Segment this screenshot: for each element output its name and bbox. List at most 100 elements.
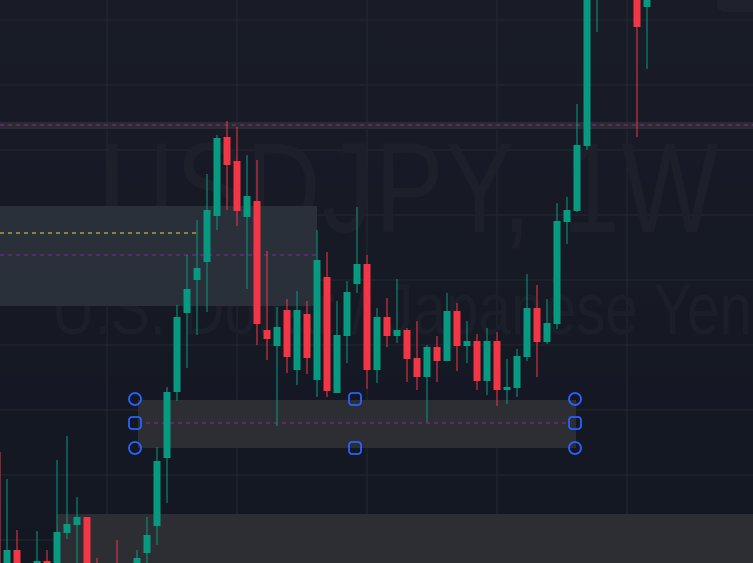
candle-body xyxy=(423,347,431,377)
candle-body xyxy=(153,461,161,526)
candle-body xyxy=(343,292,351,336)
candle xyxy=(283,299,291,373)
candle-body xyxy=(433,347,441,361)
candle-body xyxy=(73,517,81,525)
bottom-zone[interactable] xyxy=(57,514,753,563)
candle xyxy=(293,291,301,385)
candle xyxy=(473,334,481,390)
candle-body xyxy=(3,550,11,563)
candle xyxy=(163,387,171,503)
candle-body xyxy=(453,311,461,346)
candle-body xyxy=(543,323,551,342)
candle xyxy=(463,321,471,363)
candle xyxy=(573,104,581,212)
candle-body xyxy=(293,310,301,370)
resize-handle-edge[interactable] xyxy=(348,441,362,455)
candle-body xyxy=(233,161,241,211)
candle xyxy=(363,255,371,389)
resize-handle-edge[interactable] xyxy=(128,416,142,430)
candle xyxy=(523,274,531,361)
candle xyxy=(553,203,561,329)
candle xyxy=(83,517,91,563)
candles xyxy=(0,0,651,563)
candle-body xyxy=(513,356,521,388)
candle xyxy=(563,197,571,244)
candle xyxy=(73,497,81,563)
candle xyxy=(333,301,341,393)
candle-body xyxy=(503,387,511,390)
candle xyxy=(503,359,511,404)
candle-body xyxy=(443,311,451,361)
zone-handles[interactable] xyxy=(128,392,582,455)
candle xyxy=(193,220,201,335)
candle xyxy=(353,207,361,293)
candle-body xyxy=(463,341,471,346)
candle xyxy=(443,293,451,361)
candle xyxy=(203,174,211,312)
candle xyxy=(223,121,231,210)
candle xyxy=(153,447,161,545)
resize-handle-corner[interactable] xyxy=(568,441,582,455)
zones[interactable] xyxy=(0,122,753,563)
candle xyxy=(483,328,491,395)
resize-handle-corner[interactable] xyxy=(128,441,142,455)
candle-body xyxy=(63,524,71,533)
candle xyxy=(393,279,401,343)
candle xyxy=(543,299,551,344)
candle xyxy=(53,460,61,563)
resize-handle-corner[interactable] xyxy=(128,392,142,406)
candle xyxy=(33,531,41,563)
candle xyxy=(13,530,21,563)
candle-body xyxy=(163,392,171,458)
candle xyxy=(323,252,331,397)
candle xyxy=(513,349,521,397)
candle-body xyxy=(83,517,91,563)
candle-body xyxy=(533,308,541,342)
candle xyxy=(423,345,431,422)
candle-body xyxy=(53,532,61,563)
candle xyxy=(433,336,441,382)
candle xyxy=(263,251,271,360)
candle xyxy=(143,517,151,563)
candle-body xyxy=(223,137,231,165)
candle xyxy=(583,0,591,150)
candle-body xyxy=(323,277,331,391)
candle xyxy=(633,0,641,137)
candle-body xyxy=(183,289,191,313)
candle-body xyxy=(483,341,491,381)
candle xyxy=(413,321,421,390)
selected-zone[interactable] xyxy=(138,400,576,448)
candle xyxy=(63,436,71,539)
candle xyxy=(373,308,381,383)
candle-body xyxy=(643,0,651,7)
candle xyxy=(533,285,541,377)
candle-body xyxy=(573,145,581,211)
candle-body xyxy=(13,550,21,563)
candle-body xyxy=(583,0,591,146)
candle-body xyxy=(203,210,211,262)
candle-body xyxy=(523,308,531,357)
candle-body xyxy=(393,330,401,336)
candle xyxy=(273,307,281,426)
candle-body xyxy=(253,201,261,324)
candle xyxy=(403,328,411,382)
candle xyxy=(173,305,181,401)
candle-body xyxy=(373,317,381,370)
candle xyxy=(183,255,191,368)
candle xyxy=(303,301,311,374)
candle-body xyxy=(353,264,361,284)
candle xyxy=(453,303,461,371)
resize-handle-edge[interactable] xyxy=(568,416,582,430)
resize-handle-edge[interactable] xyxy=(348,392,362,406)
candle-body xyxy=(493,341,501,390)
corner-panel[interactable] xyxy=(717,0,753,12)
candle-body xyxy=(633,0,641,27)
resize-handle-corner[interactable] xyxy=(568,392,582,406)
candle-body xyxy=(553,221,561,324)
candle-body xyxy=(273,327,281,346)
candle-body xyxy=(333,335,341,393)
candle-body xyxy=(413,358,421,377)
left-zone[interactable] xyxy=(0,206,317,306)
